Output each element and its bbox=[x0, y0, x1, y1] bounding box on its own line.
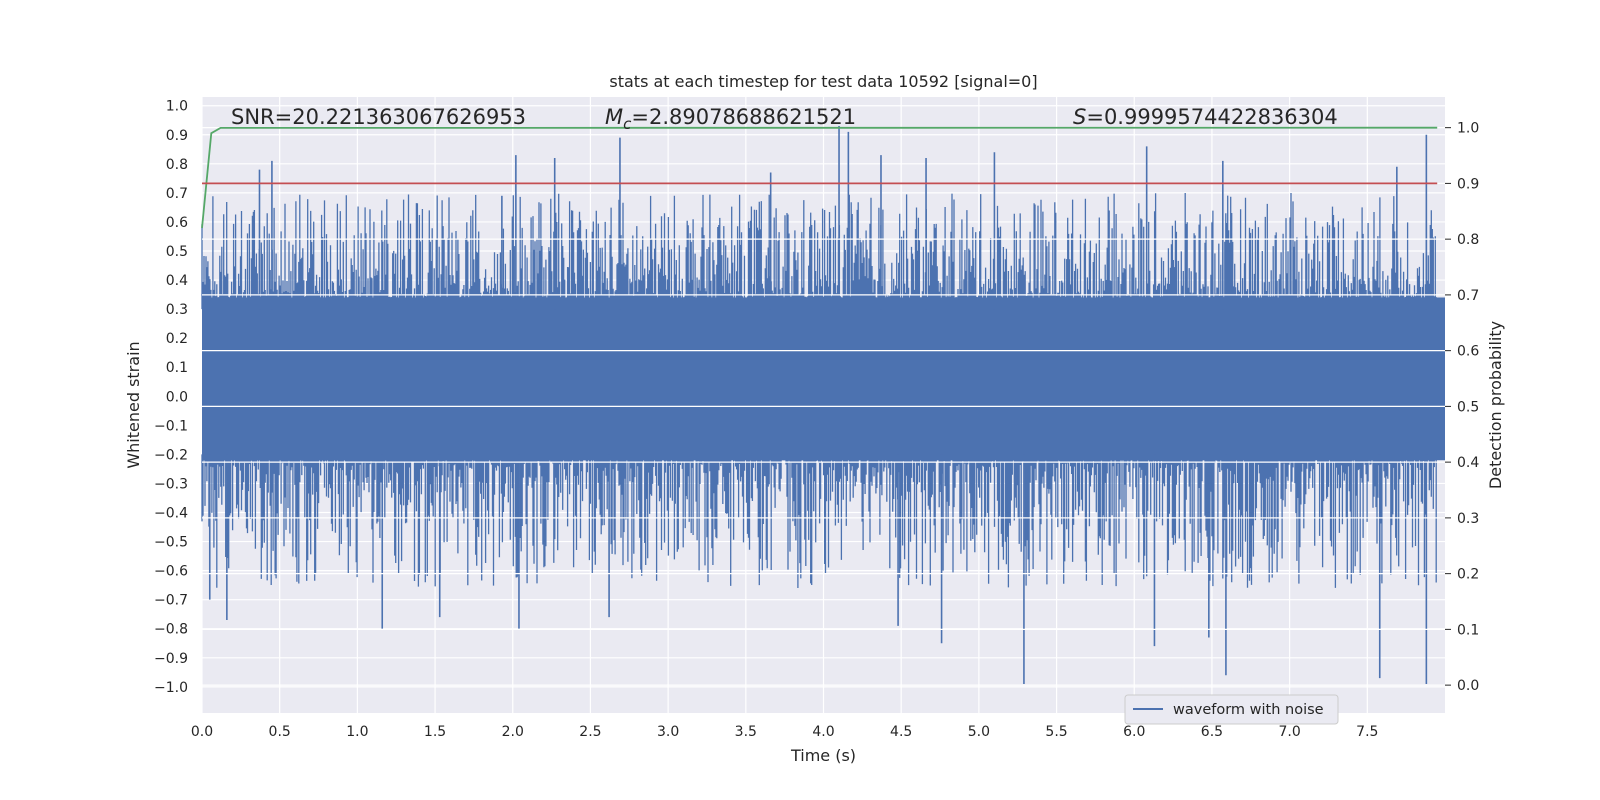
detection-probability-line bbox=[201, 126, 1438, 229]
y2-tick-label: 1.0 bbox=[1457, 121, 1479, 137]
y-tick-label: 0.5 bbox=[166, 244, 188, 260]
x-tick-label: 5.0 bbox=[968, 724, 990, 740]
y2-tick-label: 0.6 bbox=[1457, 344, 1479, 360]
y-tick-label: 0.4 bbox=[166, 273, 188, 289]
s-annotation: S=0.9999574422836304 bbox=[1073, 105, 1338, 129]
waveform-noise-upper bbox=[201, 193, 1437, 310]
x-tick-label: 7.5 bbox=[1356, 724, 1378, 740]
x-tick-label: 4.0 bbox=[812, 724, 834, 740]
y-tick-label: 0.1 bbox=[166, 360, 188, 376]
y-tick-label: −0.2 bbox=[154, 447, 188, 463]
x-tick-label: 3.5 bbox=[735, 724, 757, 740]
y-tick-label: 0.9 bbox=[166, 128, 188, 144]
y-tick-label: −0.8 bbox=[154, 622, 188, 638]
y-tick-label: 1.0 bbox=[166, 99, 188, 115]
chirp-mass-annotation: Mc=2.89078688621521 bbox=[605, 105, 856, 133]
y2-tick-label: 0.8 bbox=[1457, 232, 1479, 248]
y-axis-label: Whitened strain bbox=[124, 341, 143, 468]
y-tick-label: −0.7 bbox=[154, 593, 188, 609]
legend-box bbox=[1124, 694, 1339, 725]
x-tick-label: 2.0 bbox=[502, 724, 524, 740]
y-tick-label: 0.8 bbox=[166, 157, 188, 173]
y2-tick-label: 0.3 bbox=[1457, 511, 1479, 527]
x-tick-label: 5.5 bbox=[1045, 724, 1067, 740]
y-tick-label: 0.2 bbox=[166, 331, 188, 347]
y-tick-label: −1.0 bbox=[154, 680, 188, 696]
probability-lines bbox=[201, 126, 1445, 686]
x-tick-label: 0.0 bbox=[191, 724, 213, 740]
x-tick-label: 7.0 bbox=[1278, 724, 1300, 740]
x-tick-label: 3.0 bbox=[657, 724, 679, 740]
y2-tick-label: 0.7 bbox=[1457, 288, 1479, 304]
x-tick-label: 2.5 bbox=[579, 724, 601, 740]
x-tick-label: 6.0 bbox=[1123, 724, 1145, 740]
y2-tick-label: 0.9 bbox=[1457, 176, 1479, 192]
x-tick-label: 6.5 bbox=[1201, 724, 1223, 740]
x-tick-label: 0.5 bbox=[269, 724, 291, 740]
waveform-series bbox=[201, 126, 1445, 684]
waveform-band bbox=[202, 297, 1445, 461]
y-tick-label: 0.3 bbox=[166, 302, 188, 318]
y-tick-label: 0.0 bbox=[166, 389, 188, 405]
y2-tick-label: 0.2 bbox=[1457, 567, 1479, 583]
y-tick-label: −0.6 bbox=[154, 564, 188, 580]
y-tick-label: −0.1 bbox=[154, 418, 188, 434]
snr-annotation: SNR=20.221363067626953 bbox=[231, 105, 526, 129]
y2-axis-label: Detection probability bbox=[1486, 321, 1505, 489]
y-tick-label: −0.9 bbox=[154, 651, 188, 667]
y-tick-label: −0.5 bbox=[154, 535, 188, 551]
y-tick-label: −0.3 bbox=[154, 476, 188, 492]
chart-title: stats at each timestep for test data 105… bbox=[609, 72, 1037, 91]
x-axis-label: Time (s) bbox=[790, 746, 856, 765]
y-tick-label: 0.7 bbox=[166, 186, 188, 202]
legend: waveform with noise bbox=[1124, 694, 1339, 725]
axis-ticks: 0.0 0.5 1.0 1.5 2.0 2.5 3.0 3.5 4.0 4.5 5.0 5.5 6.0 6… bbox=[154, 99, 1479, 740]
y-tick-label: −0.4 bbox=[154, 506, 188, 522]
x-tick-label: 1.5 bbox=[424, 724, 446, 740]
y2-tick-label: 0.0 bbox=[1457, 678, 1479, 694]
y2-tick-label: 0.4 bbox=[1457, 455, 1479, 471]
y-tick-label: 0.6 bbox=[166, 215, 188, 231]
x-tick-label: 1.0 bbox=[346, 724, 368, 740]
legend-label: waveform with noise bbox=[1173, 702, 1324, 718]
x-tick-label: 4.5 bbox=[890, 724, 912, 740]
y2-tick-label: 0.1 bbox=[1457, 622, 1479, 638]
y2-tick-label: 0.5 bbox=[1457, 399, 1479, 415]
